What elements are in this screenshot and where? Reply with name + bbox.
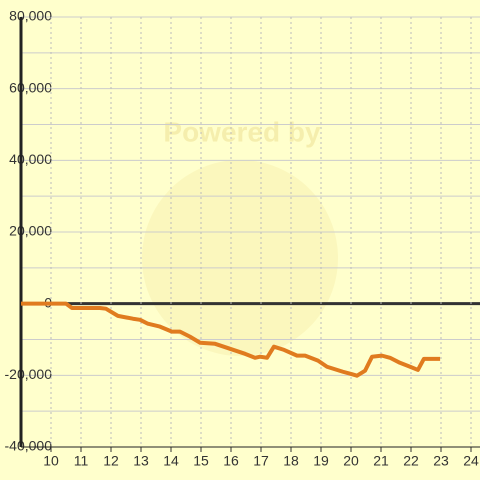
y-tick-label: 60,000 (9, 79, 52, 95)
x-tick-label: 18 (283, 453, 299, 469)
x-tick-label: 16 (223, 453, 239, 469)
x-tick-label: 22 (403, 453, 419, 469)
line (21, 301, 441, 378)
y-tick-label: -20,000 (5, 366, 53, 382)
x-tick-label: 20 (343, 453, 359, 469)
y-tick-label: 20,000 (9, 223, 52, 239)
x-tick-label: 19 (313, 453, 329, 469)
watermark-logo (142, 160, 338, 356)
y-tick-label: -40,000 (5, 438, 53, 454)
x-tick-label: 17 (253, 453, 269, 469)
x-tick-label: 15 (193, 453, 209, 469)
watermark: Powered by (163, 116, 321, 147)
x-tick-label: 11 (74, 453, 89, 469)
y-tick-label: 80,000 (9, 8, 52, 24)
x-tick-label: 12 (103, 453, 119, 469)
x-tick-label: 23 (433, 453, 449, 469)
x-tick-label: 24 (463, 453, 479, 469)
x-tick-label: 14 (163, 453, 179, 469)
x-tick-label: 10 (43, 453, 59, 469)
x-tick-label: 13 (133, 453, 149, 469)
y-tick-label: 40,000 (9, 151, 52, 167)
x-tick-label: 21 (373, 453, 389, 469)
